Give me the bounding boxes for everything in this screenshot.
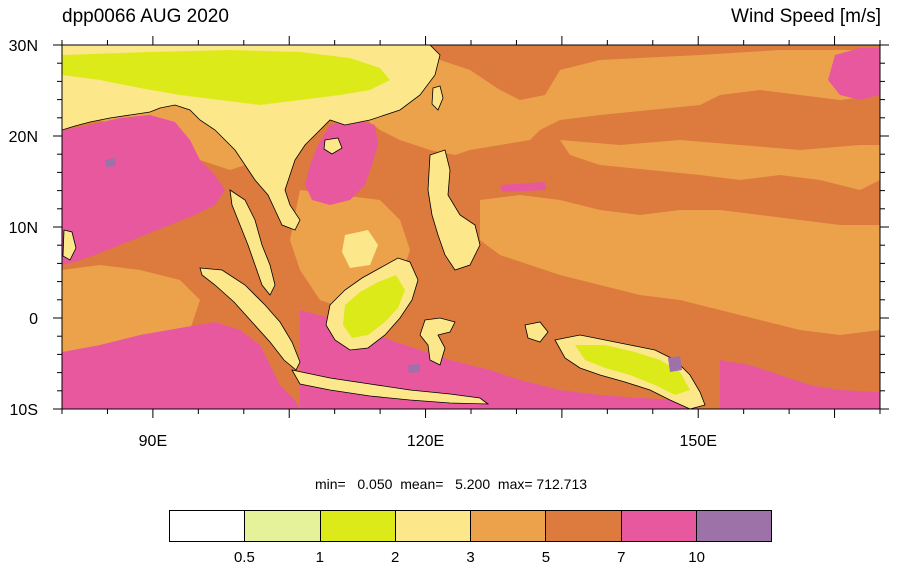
max-value: 712.713 [536, 476, 588, 492]
colorbar-level-label: 2 [390, 549, 400, 566]
wind-band-7-10-patch-east [500, 182, 546, 192]
colorbar-level-label: 3 [466, 549, 475, 566]
colorbar-swatch [170, 511, 246, 541]
colorbar [169, 510, 772, 542]
colorbar-swatch [621, 511, 697, 541]
land-new-guinea-inner-green [575, 345, 690, 395]
land-asia-inner-green [62, 50, 390, 105]
lat-tick-label: 10N [9, 220, 38, 237]
land-halmahera [524, 321, 549, 343]
axis-ticks [53, 36, 889, 418]
land-sulawesi [419, 317, 456, 366]
colorbar-swatch [696, 511, 771, 541]
wind-band-3-5-indian [62, 265, 200, 352]
mean-value: 5.200 [455, 476, 491, 492]
land-borneo-inner-green [343, 275, 405, 338]
lon-tick-label: 150E [680, 433, 717, 450]
lon-tick-label: 120E [407, 433, 444, 450]
lat-tick-label: 0 [29, 311, 38, 328]
wind-band-3-5-patch-south-china [342, 230, 378, 268]
colorbar-level-label: 0.5 [233, 549, 255, 566]
lon-tick-label: 90E [139, 433, 167, 450]
lat-tick-label: 20N [9, 129, 38, 146]
land-sri-lanka [62, 229, 77, 261]
land-philippines [427, 149, 481, 271]
wind-band-10-plus-patch-1 [105, 158, 116, 167]
axis-labels: 30N 20N 10N 0 10S 90E 120E 150E [9, 38, 717, 450]
land-taiwan [431, 85, 444, 111]
map-title: dpp0066 AUG 2020 [62, 6, 229, 27]
colorbar-level-label: 10 [688, 549, 705, 566]
stats-summary: min= 0.050 mean= 5.200 max= 712.713 [0, 476, 902, 492]
wind-band-7-10-northeast-pacific [828, 48, 880, 100]
colorbar-level-label: 5 [541, 549, 551, 566]
lat-tick-label: 30N [9, 38, 38, 55]
colorbar-swatch [546, 511, 622, 541]
colorbar-level-label: 7 [617, 549, 626, 566]
wind-band-7-10-java-sea-south [300, 310, 700, 409]
colorbar-swatch [395, 511, 471, 541]
wind-band-7-10-coral [720, 360, 880, 409]
wind-band-7-10-south-china-sea [305, 120, 378, 205]
wind-band-3-5-west-pacific [560, 140, 880, 190]
min-label: min= [314, 476, 346, 492]
map-fill-layer [62, 45, 880, 409]
wind-band-10-plus-patch-2 [668, 356, 682, 372]
colorbar-level-label: 1 [315, 549, 324, 566]
min-value: 0.050 [357, 476, 393, 492]
land-hainan [323, 137, 343, 155]
colorbar-swatch [320, 511, 396, 541]
mean-label: mean= [400, 476, 444, 492]
land-java [291, 369, 490, 405]
wind-band-10-plus-patch-3 [408, 364, 420, 373]
land-sumatra [199, 267, 301, 371]
wind-band-7-10-south-indian [62, 322, 300, 409]
wind-band-3-5-central [480, 195, 880, 335]
wind-band-7-10-bay-of-bengal [62, 115, 225, 265]
land-malay-peninsula [229, 189, 276, 296]
colorbar-swatch [245, 511, 321, 541]
lat-tick-label: 10S [10, 402, 38, 419]
max-label: max= [497, 476, 533, 492]
variable-title: Wind Speed [m/s] [731, 6, 881, 27]
colorbar-swatch [471, 511, 547, 541]
